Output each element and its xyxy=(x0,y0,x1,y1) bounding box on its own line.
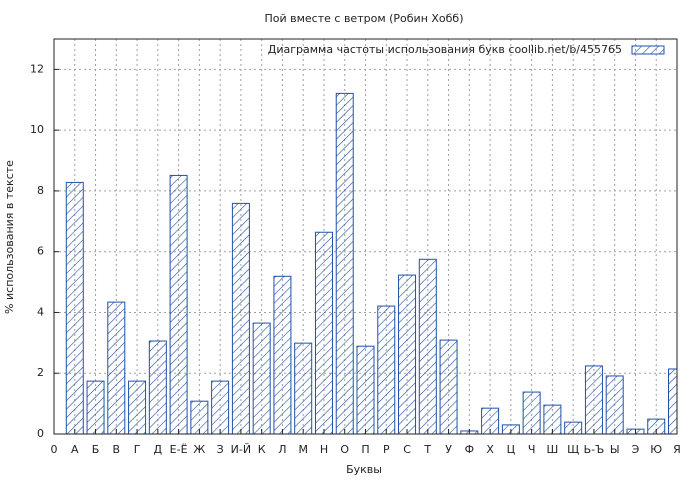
x-tick-label: С xyxy=(403,443,411,456)
x-tick-label: Ч xyxy=(528,443,536,456)
bar xyxy=(356,345,375,434)
bar xyxy=(211,380,230,434)
x-tick-label: Х xyxy=(486,443,494,456)
x-tick-label: Ф xyxy=(465,443,474,456)
x-tick-label: Н xyxy=(320,443,328,456)
x-tick-label: В xyxy=(113,443,121,456)
bar xyxy=(252,322,271,434)
y-tick-label: 12 xyxy=(30,62,44,75)
x-axis-label: Буквы xyxy=(346,463,382,476)
y-tick-label: 4 xyxy=(37,305,44,318)
x-tick-label: Ш xyxy=(547,443,559,456)
bar xyxy=(439,339,458,434)
bar xyxy=(148,340,167,434)
x-tick-label: Ы xyxy=(610,443,620,456)
x-tick-label: Ь-Ъ xyxy=(584,443,605,456)
x-tick-label: Щ xyxy=(567,443,579,456)
bar xyxy=(314,231,333,434)
y-tick-label: 0 xyxy=(37,427,44,440)
x-tick-label: Б xyxy=(92,443,100,456)
chart-title: Пой вместе с ветром (Робин Хобб) xyxy=(264,12,463,25)
x-tick-label: И-Й xyxy=(231,443,251,456)
bar xyxy=(294,342,313,434)
x-tick-label: М xyxy=(298,443,308,456)
bar xyxy=(418,258,437,434)
x-tick-label: Е-Ё xyxy=(170,443,188,456)
bar xyxy=(128,380,147,434)
legend-swatch xyxy=(631,45,665,55)
bars xyxy=(65,92,677,434)
bar xyxy=(584,365,603,434)
bar xyxy=(107,301,126,434)
y-axis-label: % использования в тексте xyxy=(3,160,16,314)
x-tick-label: Р xyxy=(383,443,390,456)
y-tick-label: 6 xyxy=(37,245,44,258)
grid xyxy=(54,39,678,434)
bar xyxy=(169,174,188,434)
x-tick-label: К xyxy=(258,443,266,456)
x-tick-label: Э xyxy=(632,443,640,456)
bar xyxy=(522,391,541,434)
bar xyxy=(605,375,624,434)
bar xyxy=(377,305,396,434)
bar xyxy=(231,202,250,434)
x-tick-label: Ю xyxy=(650,443,662,456)
x-tick-label: У xyxy=(445,443,452,456)
x-tick-label: Л xyxy=(278,443,286,456)
y-tick-label: 10 xyxy=(30,123,44,136)
x-tick-label: П xyxy=(361,443,369,456)
x-tick-label: Т xyxy=(423,443,431,456)
bar xyxy=(398,274,417,434)
bar xyxy=(668,368,677,434)
bar xyxy=(647,418,666,434)
x-tick-label: Г xyxy=(134,443,141,456)
y-tick-label: 2 xyxy=(37,366,44,379)
x-tick-label: Ж xyxy=(193,443,205,456)
y-tick-label: 8 xyxy=(37,184,44,197)
x-tick-label: 0 xyxy=(51,443,58,456)
legend-label: Диаграмма частоты использования букв coo… xyxy=(268,43,622,56)
bar xyxy=(273,275,292,434)
bar xyxy=(86,380,105,434)
x-tick-label: А xyxy=(71,443,79,456)
bar xyxy=(65,181,84,434)
x-tick-label: З xyxy=(217,443,224,456)
x-tick-label: О xyxy=(340,443,349,456)
bar xyxy=(335,92,354,434)
x-tick-label: Я xyxy=(673,443,681,456)
x-tick-label: Д xyxy=(154,443,163,456)
x-tick-label: Ц xyxy=(507,443,516,456)
